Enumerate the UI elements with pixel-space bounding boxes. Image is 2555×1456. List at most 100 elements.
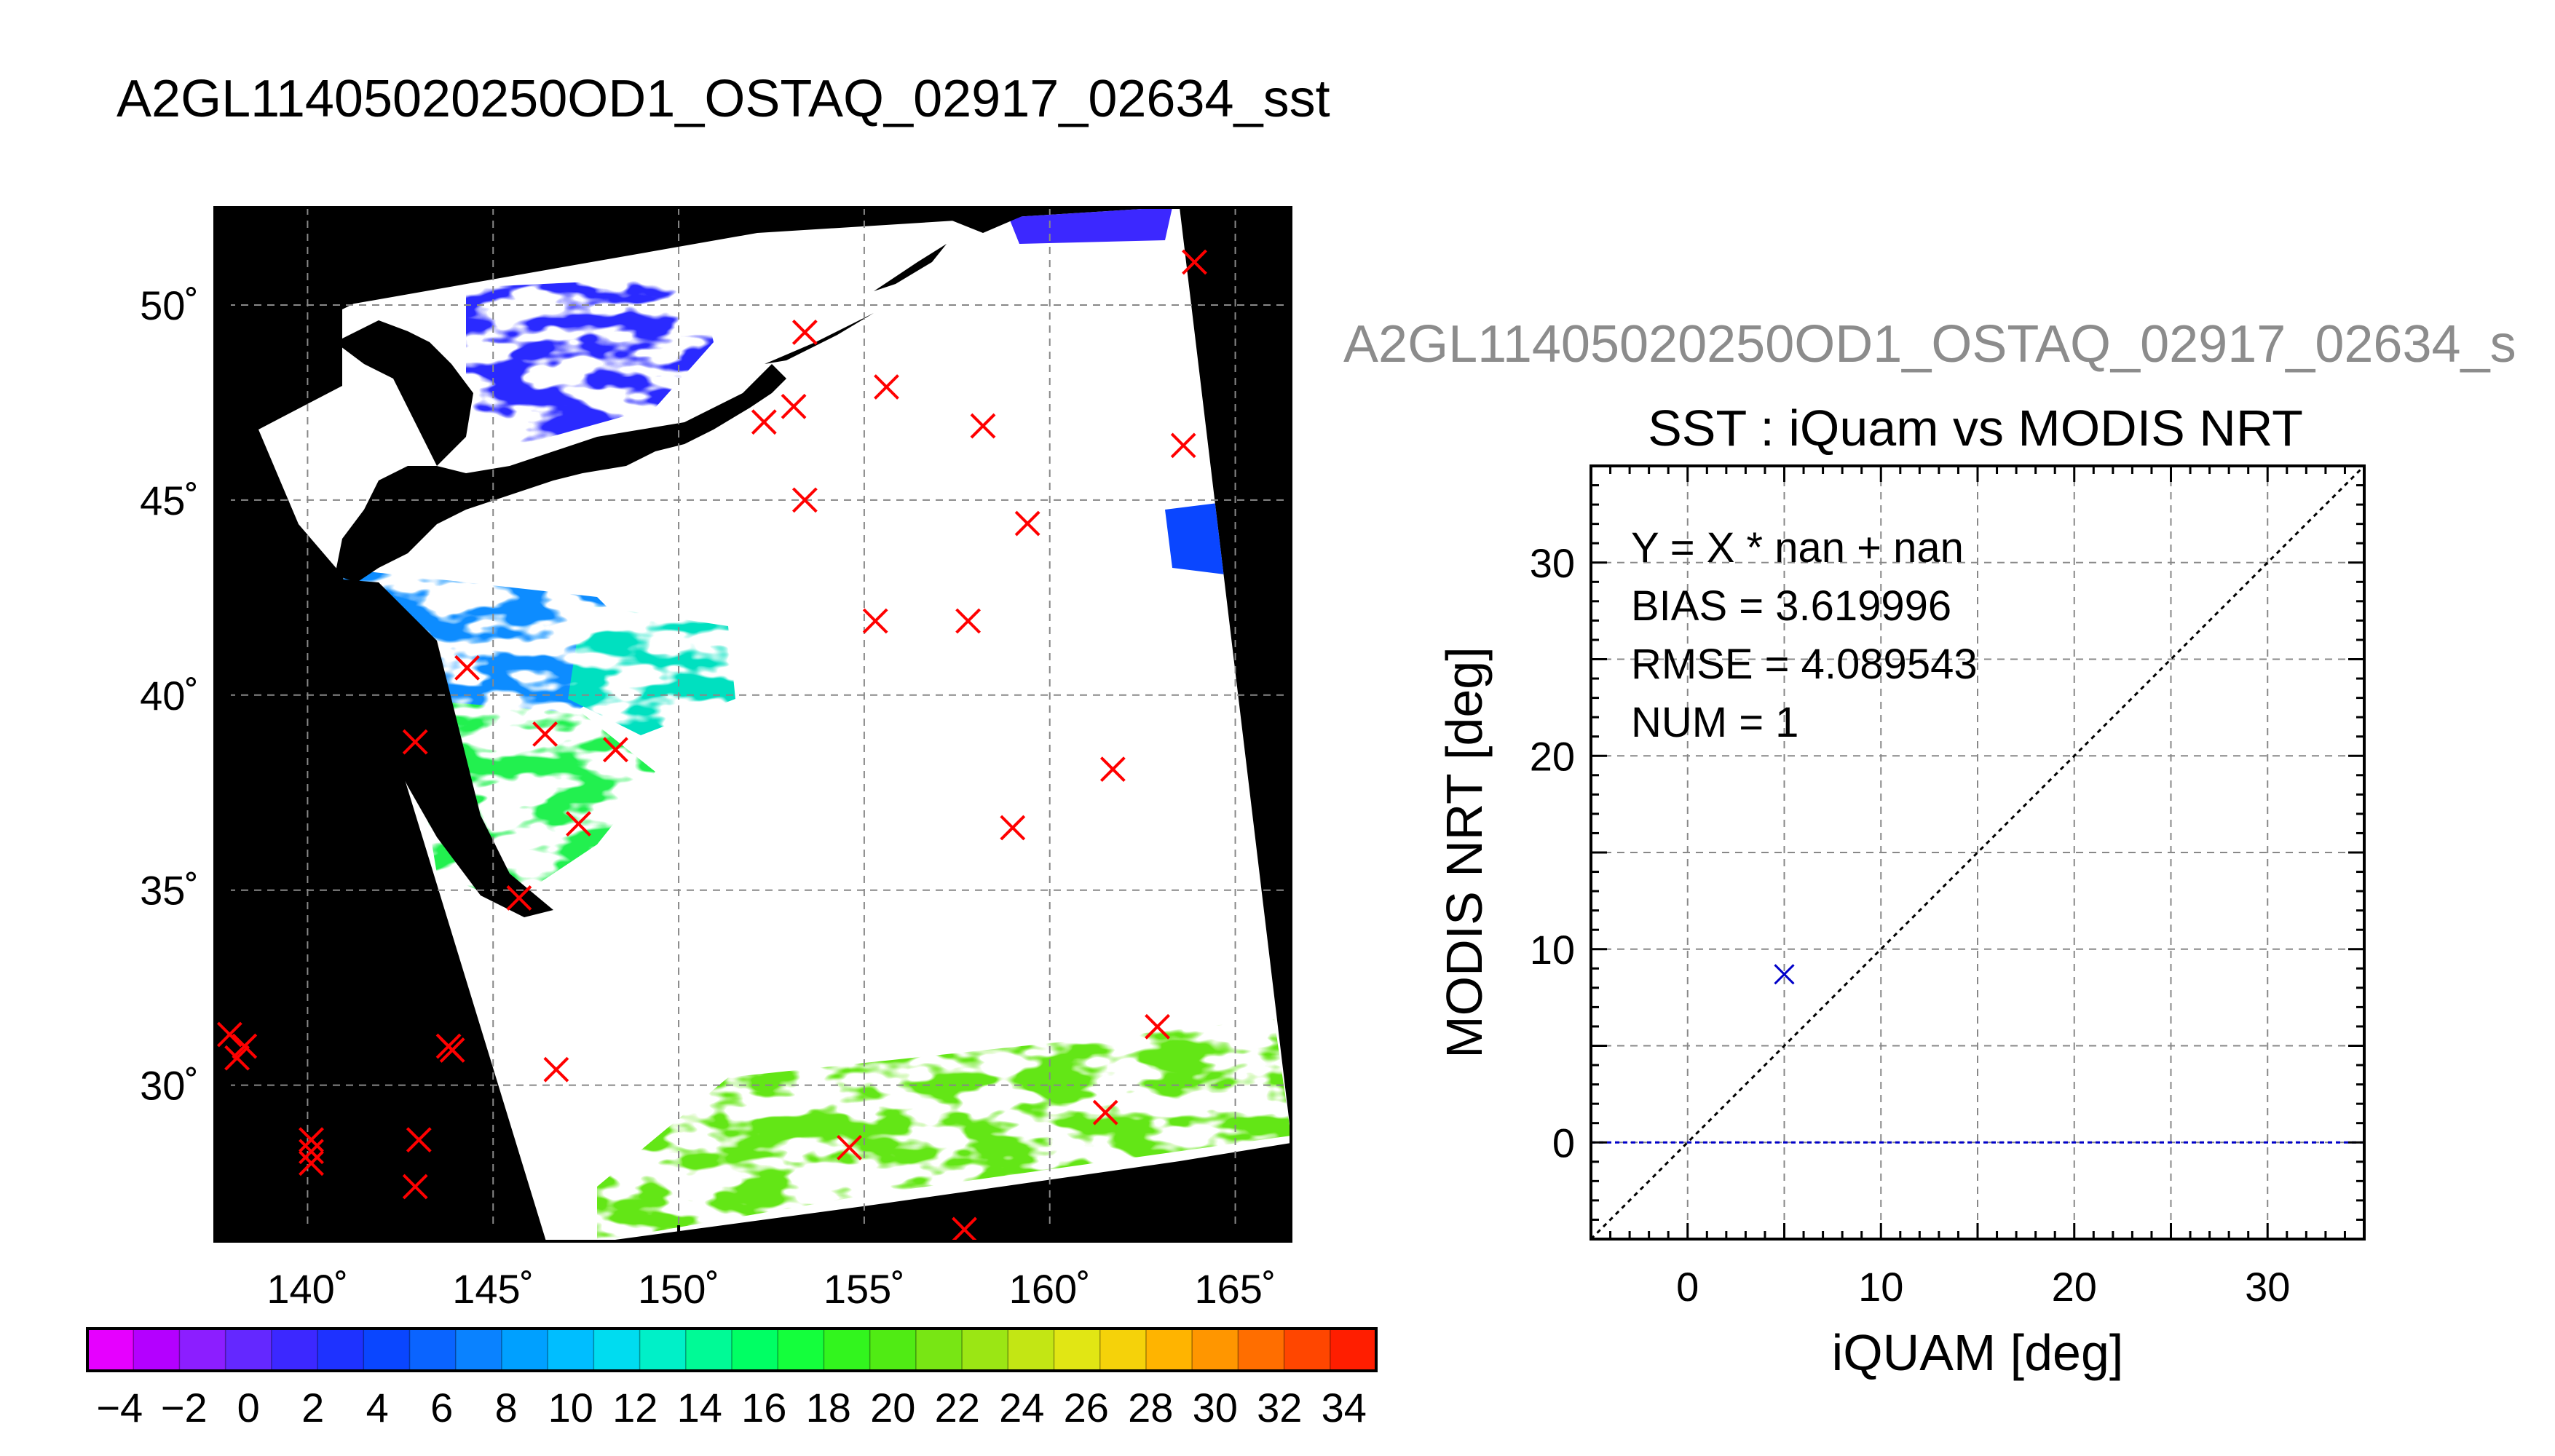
matchup-marker — [603, 737, 628, 763]
matchup-marker — [874, 374, 899, 400]
identity-line — [1590, 464, 2366, 1241]
colorbar-swatch — [501, 1329, 548, 1371]
scatter-points — [1774, 964, 1795, 985]
colorbar-swatch — [87, 1329, 134, 1371]
colorbar-tick-label: 32 — [1257, 1385, 1302, 1431]
matchup-marker — [1014, 510, 1040, 537]
scatter-x-tick-label: 10 — [1858, 1264, 1903, 1310]
matchup-marker — [862, 608, 888, 634]
colorbar-swatch — [915, 1329, 963, 1371]
colorbar-swatch — [1008, 1329, 1054, 1371]
map-lon-tick-label: 140˚ — [266, 1266, 348, 1312]
map-lat-tick-label: 45˚ — [140, 478, 199, 523]
matchup-marker — [1145, 1013, 1170, 1040]
matchup-marker — [532, 721, 558, 747]
scatter-ticks: 0 10 20 30 0 10 20 30 — [1530, 464, 2366, 1310]
kuril-island-2 — [874, 244, 947, 291]
colorbar-swatch — [962, 1329, 1008, 1371]
colorbar-swatch — [548, 1329, 594, 1371]
matchup-marker — [970, 413, 996, 439]
colorbar-swatch — [133, 1329, 180, 1371]
matchup-marker — [1099, 756, 1126, 783]
scatter-annotation: NUM = 1 — [1631, 699, 1798, 746]
colorbar-swatch — [1099, 1329, 1147, 1371]
scatter-annotations: Y = X * nan + nan BIAS = 3.619996 RMSE = 4… — [1631, 524, 1978, 746]
matchup-marker — [216, 1021, 242, 1048]
matchup-marker — [402, 1174, 428, 1200]
colorbar-swatch — [179, 1329, 226, 1371]
sst-northeast-strip — [1005, 207, 1172, 244]
sst-east-strip — [1165, 502, 1231, 575]
colorbar-tick-label: 14 — [677, 1385, 722, 1431]
colorbar-swatch — [639, 1329, 687, 1371]
matchup-marker — [952, 1216, 977, 1243]
sst-cold-band — [466, 277, 714, 444]
colorbar-tick-label: −4 — [96, 1385, 143, 1431]
matchup-marker — [506, 885, 532, 911]
colorbar-tick-label: 22 — [935, 1385, 980, 1431]
scatter-y-axis-label: MODIS NRT [deg] — [1436, 646, 1493, 1058]
map-lat-tick-label: 30˚ — [140, 1063, 199, 1109]
matchup-marker — [299, 1127, 324, 1153]
map-gridlines — [215, 207, 1291, 1241]
sakhalin-land — [218, 207, 408, 408]
colorbar-swatch — [824, 1329, 871, 1371]
colorbar-swatch — [1330, 1329, 1377, 1371]
matchup-markers — [216, 249, 1207, 1243]
colorbar-swatch — [1145, 1329, 1193, 1371]
colorbar-tick-label: −2 — [161, 1385, 208, 1431]
matchup-marker — [299, 1150, 324, 1176]
matchup-marker — [232, 1033, 258, 1059]
map-lat-tick-label: 35˚ — [140, 868, 199, 914]
colorbar-tick-label: 18 — [806, 1385, 851, 1431]
matchup-marker — [402, 729, 428, 755]
scatter-x-axis-label: iQUAM [deg] — [1832, 1324, 2124, 1381]
page-title: A2GL11405020250OD1_OSTAQ_02917_02634_sst — [117, 70, 1330, 128]
colorbar-tick-label: 12 — [612, 1385, 657, 1431]
scatter-point — [1774, 964, 1795, 985]
honshu-land — [335, 579, 553, 917]
matchup-marker — [751, 409, 777, 435]
colorbar-swatch — [225, 1329, 272, 1371]
colorbar-tick-label: 34 — [1322, 1385, 1367, 1431]
colorbar-swatch — [363, 1329, 410, 1371]
colorbar-swatch — [685, 1329, 732, 1371]
colorbar-tick-label: 6 — [430, 1385, 453, 1431]
hokkaido-land — [335, 320, 786, 582]
scatter-y-tick-label: 10 — [1530, 927, 1575, 973]
matchup-marker — [955, 608, 982, 634]
map-tick-labels: 140˚ 145˚ 150˚ 155˚ 160˚ 165˚ 50˚ 45˚ 40˚ 35˚ 30˚ — [140, 282, 1276, 1312]
matchup-marker — [543, 1056, 569, 1083]
scatter-x-tick-label: 30 — [2245, 1264, 2290, 1310]
colorbar-swatch — [409, 1329, 457, 1371]
map-lon-tick-label: 145˚ — [452, 1266, 534, 1312]
matchup-marker — [406, 1127, 432, 1153]
colorbar-tick-label: 0 — [237, 1385, 260, 1431]
matchup-marker — [224, 1045, 250, 1071]
sst-colorbar: −4 −2 0 2 4 6 8 10 12 14 16 18 20 22 24 26 28 30 32 34 — [86, 1327, 1378, 1431]
colorbar-swatch — [317, 1329, 364, 1371]
scatter-y-tick-label: 0 — [1552, 1120, 1575, 1166]
map-lon-tick-label: 160˚ — [1009, 1266, 1091, 1312]
scatter-reference-lines — [1590, 464, 2366, 1241]
colorbar-tick-label: 8 — [495, 1385, 518, 1431]
matchup-marker — [791, 320, 818, 345]
colorbar-tick-label: 24 — [999, 1385, 1044, 1431]
matchup-marker — [566, 811, 591, 837]
colorbar-swatch — [732, 1329, 778, 1371]
scatter-x-tick-label: 20 — [2052, 1264, 2097, 1310]
matchup-marker — [439, 1037, 465, 1063]
matchup-marker — [1170, 432, 1196, 459]
colorbar-swatch — [1192, 1329, 1239, 1371]
colorbar-tick-label: 20 — [870, 1385, 915, 1431]
matchup-marker — [1000, 815, 1026, 841]
map-lon-tick-label: 165˚ — [1195, 1266, 1276, 1312]
matchup-marker — [1182, 249, 1207, 275]
scatter-title: SST : iQuam vs MODIS NRT — [1648, 400, 2303, 456]
colorbar-frame — [86, 1327, 1378, 1372]
map-lat-tick-label: 40˚ — [140, 673, 199, 719]
colorbar-swatch — [869, 1329, 917, 1371]
scatter-annotation: Y = X * nan + nan — [1631, 524, 1964, 571]
map-lon-tick-label: 150˚ — [638, 1266, 719, 1312]
